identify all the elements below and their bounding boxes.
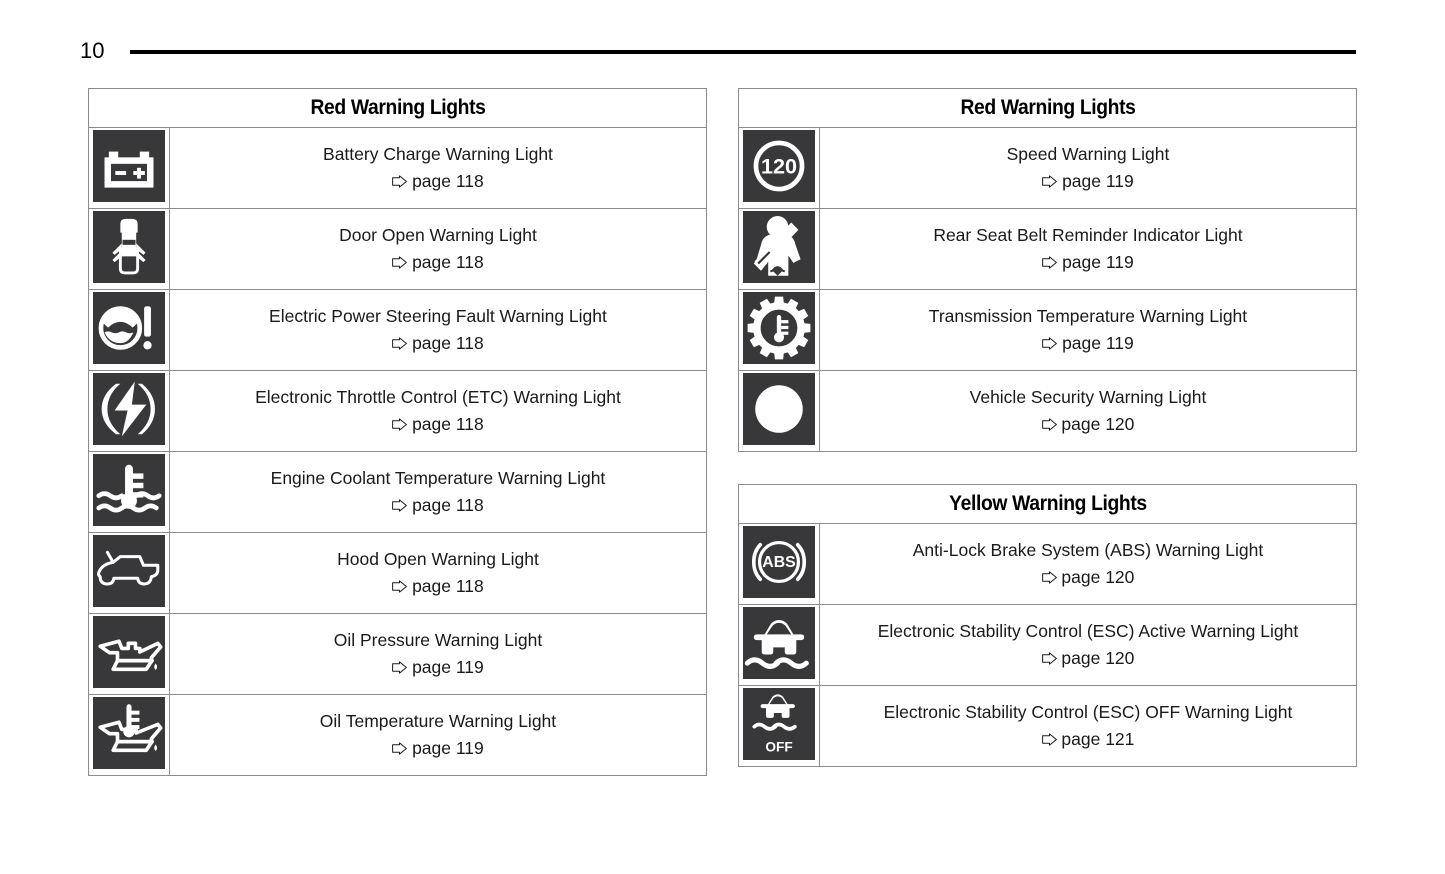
- svg-text:ABS: ABS: [762, 554, 795, 571]
- svg-text:OFF: OFF: [765, 739, 792, 754]
- svg-text:120: 120: [761, 153, 797, 178]
